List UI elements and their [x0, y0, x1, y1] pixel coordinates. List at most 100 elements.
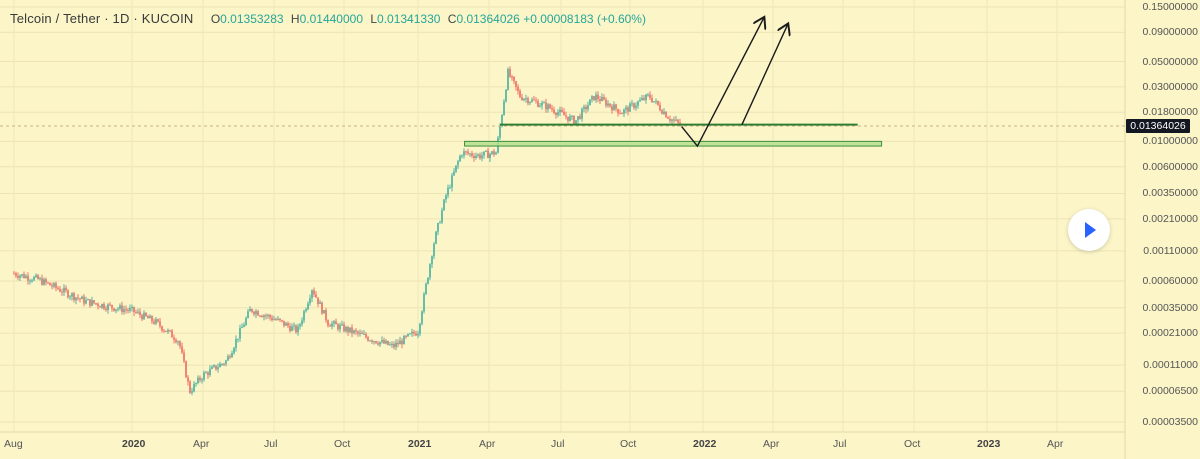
candle-body [325, 310, 327, 321]
y-tick-label: 0.01000000 [1142, 135, 1198, 148]
candle-body [101, 303, 103, 308]
candle-body [217, 367, 219, 370]
candle-body [41, 278, 43, 285]
candle-body [617, 109, 619, 114]
candle-body [317, 297, 319, 304]
candle-body [417, 333, 419, 336]
candle-body [127, 309, 129, 311]
candle-body [623, 109, 625, 114]
candle-body [589, 99, 591, 106]
candle-body [529, 101, 531, 104]
low-value: 0.01341330 [377, 12, 441, 26]
y-tick-label: 0.01800000 [1142, 106, 1198, 119]
y-tick-label: 0.00110000 [1143, 244, 1198, 257]
candle-body [29, 280, 31, 282]
candle-body [345, 327, 347, 332]
candle-body [553, 109, 555, 113]
y-tick-label: 0.09000000 [1142, 26, 1198, 39]
candle-body [23, 274, 25, 279]
symbol-legend: Telcoin / Tether · 1D · KUCOIN O0.013532… [10, 11, 646, 26]
candle-body [387, 340, 389, 345]
candle-body [65, 287, 67, 291]
candle-body [257, 311, 259, 316]
candle-body [209, 368, 211, 376]
candle-body [117, 308, 119, 310]
candle-body [657, 100, 659, 105]
candle-body [301, 320, 303, 325]
candle-body [17, 275, 19, 278]
candle-body [559, 109, 561, 113]
change-value: +0.00008183 (+0.60%) [523, 12, 646, 26]
candle-body [507, 69, 509, 90]
candle-body [305, 309, 307, 312]
open-value: 0.01353283 [220, 12, 284, 26]
candle-body [329, 325, 331, 327]
candle-body [137, 311, 139, 313]
candle-body [321, 302, 323, 314]
candle-body [443, 199, 445, 211]
candle-body [115, 309, 117, 311]
candle-body [73, 293, 75, 301]
candle-body [545, 102, 547, 110]
candle-body [391, 343, 393, 345]
candle-body [303, 311, 305, 321]
candle-body [575, 120, 577, 125]
candle-body [269, 314, 271, 318]
candle-body [493, 151, 495, 155]
candle-body [437, 223, 439, 232]
candle-body [67, 290, 69, 298]
candle-body [85, 300, 87, 304]
candle-body [185, 361, 187, 378]
candle-body [599, 99, 601, 102]
y-tick-label: 0.00210000 [1142, 212, 1198, 225]
y-tick-label: 0.00021000 [1142, 327, 1198, 340]
candle-body [197, 377, 199, 383]
candle-body [677, 119, 679, 123]
candle-body [283, 320, 285, 326]
candle-body [135, 312, 137, 314]
candle-body [527, 98, 529, 104]
x-tick-label: Jul [264, 438, 278, 450]
y-tick-label: 0.05000000 [1142, 55, 1198, 68]
play-icon [1085, 222, 1096, 238]
candle-body [37, 275, 39, 280]
candle-body [327, 320, 329, 326]
candle-body [201, 379, 203, 381]
candle-body [447, 187, 449, 196]
candle-body [619, 113, 621, 115]
candle-body [403, 335, 405, 345]
candle-body [355, 330, 357, 332]
candle-body [531, 99, 533, 102]
candle-body [51, 285, 53, 287]
candle-body [119, 305, 121, 309]
open-label: O [210, 12, 221, 26]
candle-body [473, 156, 475, 158]
candle-body [547, 104, 549, 110]
candle-body [369, 340, 371, 342]
candle-body [541, 102, 543, 106]
candle-body [643, 97, 645, 100]
candle-body [373, 341, 375, 343]
play-button[interactable] [1068, 209, 1110, 251]
candle-body [379, 341, 381, 345]
candle-body [427, 277, 429, 284]
candle-body [219, 363, 221, 368]
candle-body [99, 306, 101, 308]
candle-body [603, 97, 605, 100]
candle-body [563, 111, 565, 116]
candle-body [429, 264, 431, 278]
candle-body [487, 150, 489, 159]
candle-body [187, 377, 189, 382]
candle-body [247, 311, 249, 318]
candle-body [367, 337, 369, 341]
x-tick-label: Apr [1047, 438, 1064, 450]
candle-body [27, 275, 29, 281]
candle-body [205, 372, 207, 374]
close-value: 0.01364026 [456, 12, 520, 26]
candle-body [133, 306, 135, 313]
candle-body [479, 154, 481, 159]
last-price-tag: 0.01364026 [1126, 118, 1190, 133]
candle-body [231, 353, 233, 358]
